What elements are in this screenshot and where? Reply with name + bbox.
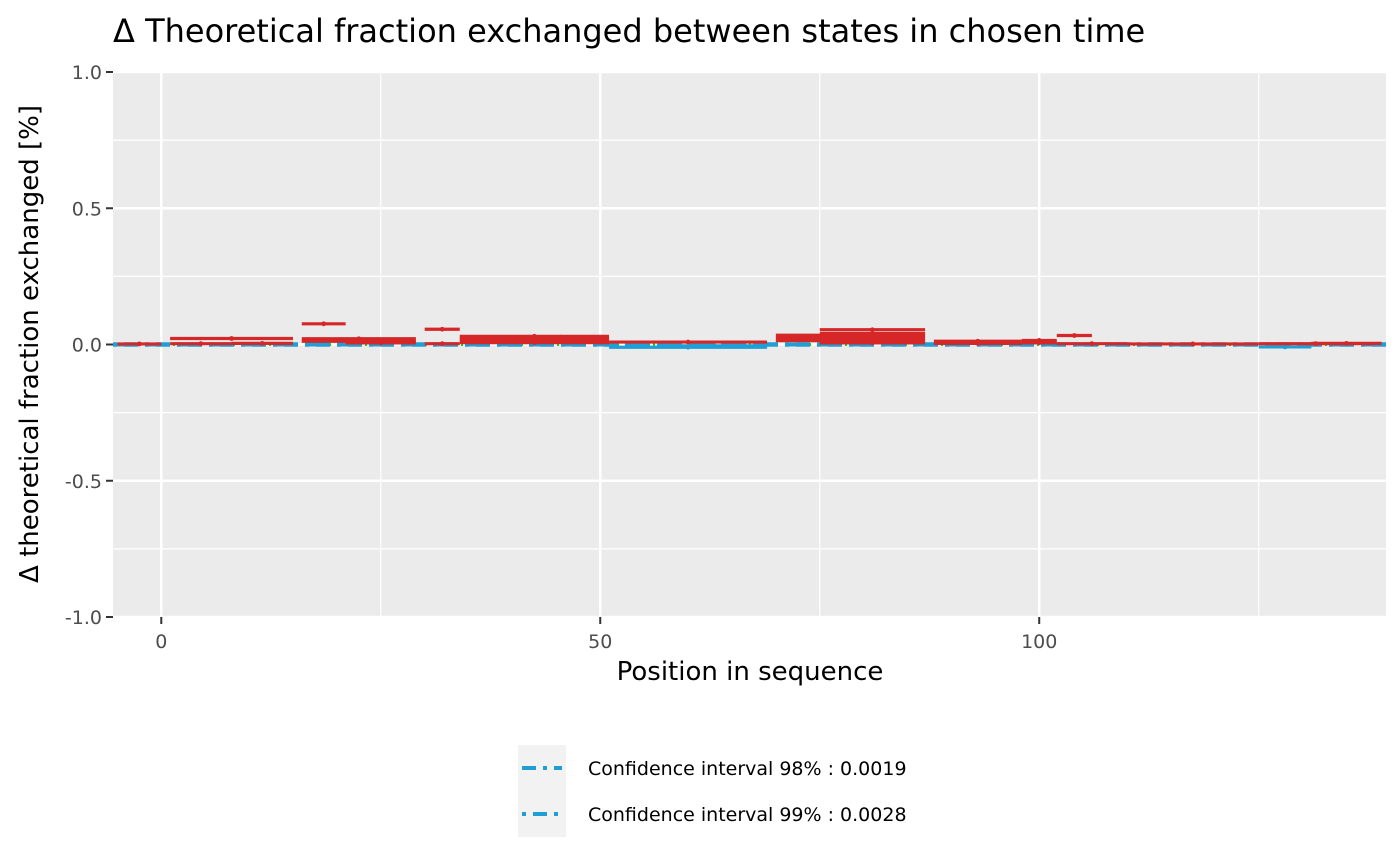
y-tick-label-3: 0.5	[72, 198, 102, 220]
peptide-point-21	[870, 327, 875, 333]
peptide-point-31	[1282, 344, 1288, 350]
y-tick-label-0: -1.0	[65, 607, 102, 629]
chart-title: Δ Theoretical fraction exchanged between…	[113, 12, 1145, 50]
y-tick-label-4: 1.0	[72, 62, 102, 84]
peptide-point-15	[685, 339, 691, 345]
peptide-point-25	[975, 341, 981, 346]
x-axis: 0 50 100	[155, 617, 1057, 653]
peptide-point-33	[1344, 341, 1349, 346]
peptide-point-27	[1036, 340, 1042, 346]
peptide-point-28	[1071, 333, 1077, 338]
peptide-point-1	[229, 336, 234, 341]
peptide-point-13	[532, 340, 537, 345]
y-axis-title: Δ theoretical fraction exchanged [%]	[15, 105, 45, 583]
legend-label-ci-98: Confidence interval 98% : 0.0019	[588, 758, 907, 780]
peptide-point-23	[870, 340, 875, 346]
peptide-point-17	[711, 343, 717, 349]
y-tick-label-2: 0.0	[72, 335, 102, 357]
peptide-point-30	[1190, 341, 1196, 347]
peptide-point-0	[136, 341, 142, 347]
y-axis: -1.0 -0.5 0.0 0.5 1.0	[65, 62, 113, 629]
y-tick-label-1: -0.5	[65, 471, 102, 493]
x-tick-label-0: 0	[155, 631, 167, 653]
peptide-point-14	[558, 334, 564, 340]
peptide-point-2	[198, 341, 204, 347]
legend-label-ci-99: Confidence interval 99% : 0.0028	[588, 804, 907, 826]
peptide-point-22	[870, 331, 875, 336]
peptide-bars	[117, 321, 1382, 350]
x-tick-label-2: 100	[1021, 631, 1057, 653]
peptide-point-9	[439, 341, 445, 347]
x-tick-label-1: 50	[588, 631, 612, 653]
peptide-point-6	[321, 321, 327, 327]
x-axis-title: Position in sequence	[617, 657, 884, 687]
peptide-point-7	[378, 340, 384, 346]
legend: Confidence interval 98% : 0.0019 Confide…	[518, 745, 907, 837]
peptide-point-3	[259, 341, 265, 346]
peptide-point-8	[439, 326, 445, 332]
peptide-point-29	[1089, 341, 1095, 347]
